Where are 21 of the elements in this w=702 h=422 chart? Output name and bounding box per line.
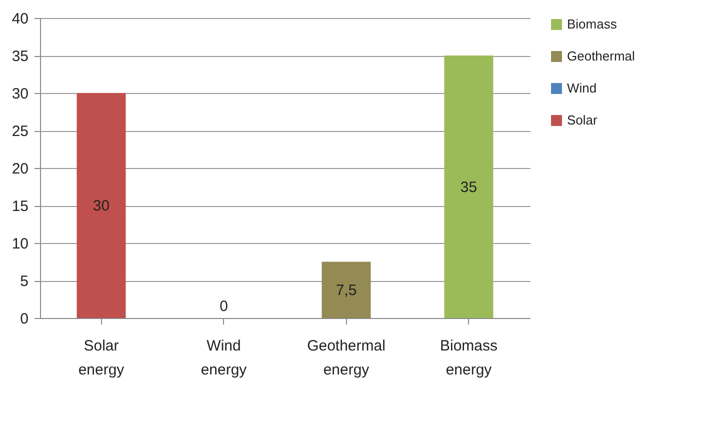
legend-label: Biomass (567, 16, 618, 32)
y-tick-label: 5 (20, 273, 28, 290)
data-label: 0 (220, 298, 228, 315)
legend-label: Wind (567, 80, 597, 96)
legend-label: Geothermal (567, 48, 636, 64)
y-tick-label: 40 (12, 10, 28, 28)
y-tick-label: 20 (12, 160, 28, 178)
x-tick-label: Wind energy (200, 338, 248, 378)
y-tick-label: 35 (12, 48, 28, 65)
y-tick-label: 30 (12, 86, 28, 102)
data-label: 7,5 (336, 282, 357, 299)
y-tick-label: 10 (12, 236, 28, 252)
y-tick-label: 15 (12, 198, 28, 215)
legend-label: Solar (567, 112, 598, 128)
y-tick-label: 25 (12, 123, 28, 140)
y-tick-label: 0 (20, 310, 28, 328)
x-tick-label: Biomass energy (440, 338, 498, 378)
x-tick-label: Solar energy (78, 338, 125, 378)
data-label: 35 (460, 178, 478, 196)
x-tick-label: Geothermal energy (307, 338, 386, 378)
data-label: 30 (92, 198, 110, 214)
